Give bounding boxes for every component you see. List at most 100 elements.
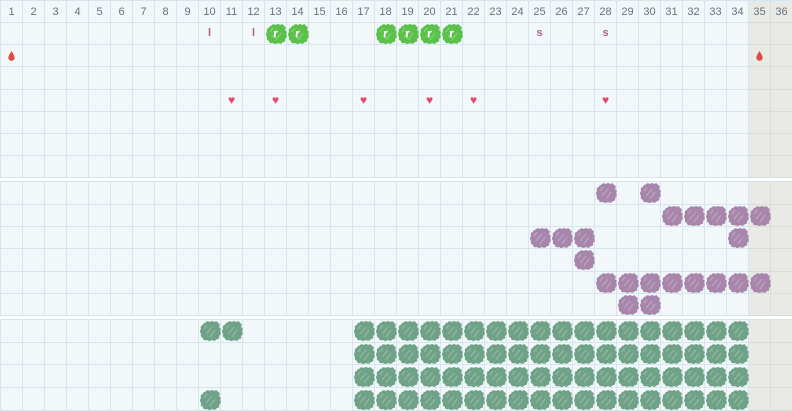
purple-row-3-day-cell[interactable] (551, 226, 573, 250)
purple-row-2-day-cell[interactable] (463, 204, 485, 227)
period-row-day-cell[interactable] (419, 45, 441, 68)
green-row-3-day-cell[interactable] (771, 365, 792, 389)
purple-row-1-day-cell[interactable] (529, 182, 551, 205)
spacer-row-2-day-cell[interactable] (441, 111, 463, 134)
purple-row-1-day-cell[interactable] (683, 182, 705, 205)
purple-row-4-day-cell[interactable] (617, 249, 639, 272)
events-row-day-cell[interactable] (683, 23, 705, 46)
events-row-day-cell[interactable] (771, 23, 792, 46)
purple-row-3-day-cell[interactable] (419, 226, 441, 250)
spacer-row-3-day-cell[interactable] (749, 133, 771, 157)
purple-row-5-day-cell[interactable] (243, 271, 265, 294)
events-row-day-cell[interactable] (727, 23, 749, 46)
events-row-day-cell[interactable] (573, 23, 595, 46)
green-row-2-day-cell[interactable] (155, 342, 177, 366)
green-row-3-day-cell[interactable] (23, 365, 45, 389)
period-row-day-cell[interactable] (67, 45, 89, 68)
purple-row-2-day-cell[interactable] (507, 204, 529, 227)
spacer-row-3-day-cell[interactable] (595, 133, 617, 157)
spacer-row-2-day-cell[interactable] (749, 111, 771, 134)
purple-row-1-day-cell[interactable] (661, 182, 683, 205)
hearts-row-day-cell[interactable] (155, 89, 177, 112)
green-row-4-day-cell[interactable] (89, 388, 111, 411)
hearts-row-day-cell[interactable] (45, 89, 67, 112)
green-row-3-day-cell[interactable] (485, 365, 507, 389)
events-row-day-cell[interactable] (23, 23, 45, 46)
green-row-2-day-cell[interactable] (309, 342, 331, 366)
green-row-4-day-cell[interactable] (375, 388, 397, 411)
spacer-row-4-day-cell[interactable] (771, 156, 792, 179)
green-row-4-day-cell[interactable] (507, 388, 529, 411)
green-row-2-day-cell[interactable] (705, 342, 727, 366)
purple-row-4-day-cell[interactable] (177, 249, 199, 272)
spacer-row-2-day-cell[interactable] (331, 111, 353, 134)
purple-row-2-day-cell[interactable] (683, 204, 705, 227)
purple-row-6-day-cell[interactable] (45, 293, 67, 317)
spacer-row-1-day-cell[interactable] (287, 67, 309, 90)
purple-row-4-day-cell[interactable] (265, 249, 287, 272)
spacer-row-2-day-cell[interactable] (353, 111, 375, 134)
purple-row-5-day-cell[interactable] (111, 271, 133, 294)
purple-row-4-day-cell[interactable] (287, 249, 309, 272)
purple-row-5-day-cell[interactable] (683, 271, 705, 294)
green-row-3-day-cell[interactable] (463, 365, 485, 389)
purple-row-6-day-cell[interactable] (595, 293, 617, 317)
green-row-4-day-cell[interactable] (397, 388, 419, 411)
spacer-row-3-day-cell[interactable] (353, 133, 375, 157)
purple-row-6-day-cell[interactable] (67, 293, 89, 317)
spacer-row-4-day-cell[interactable] (441, 156, 463, 179)
spacer-row-4-day-cell[interactable] (1, 156, 23, 179)
purple-row-6-day-cell[interactable] (353, 293, 375, 317)
spacer-row-2-day-cell[interactable] (243, 111, 265, 134)
events-row-day-cell[interactable]: r (397, 23, 419, 46)
purple-row-5-day-cell[interactable] (463, 271, 485, 294)
purple-row-3-day-cell[interactable] (705, 226, 727, 250)
purple-row-2-day-cell[interactable] (111, 204, 133, 227)
spacer-row-3-day-cell[interactable] (199, 133, 221, 157)
events-row-day-cell[interactable] (617, 23, 639, 46)
green-row-1-day-cell[interactable] (463, 320, 485, 343)
spacer-row-4-day-cell[interactable] (265, 156, 287, 179)
purple-row-1-day-cell[interactable] (1, 182, 23, 205)
purple-row-3-day-cell[interactable] (441, 226, 463, 250)
purple-row-3-day-cell[interactable] (573, 226, 595, 250)
purple-row-4-day-cell[interactable] (551, 249, 573, 272)
period-row-day-cell[interactable] (463, 45, 485, 68)
purple-row-6-day-cell[interactable] (749, 293, 771, 317)
spacer-row-4-day-cell[interactable] (419, 156, 441, 179)
events-row-day-cell[interactable] (639, 23, 661, 46)
spacer-row-3-day-cell[interactable] (661, 133, 683, 157)
purple-row-4-day-cell[interactable] (661, 249, 683, 272)
events-row-day-cell[interactable] (177, 23, 199, 46)
green-row-1-day-cell[interactable] (45, 320, 67, 343)
period-row-day-cell[interactable] (155, 45, 177, 68)
green-row-3-day-cell[interactable] (419, 365, 441, 389)
purple-row-6-day-cell[interactable] (617, 293, 639, 317)
green-row-2-day-cell[interactable] (111, 342, 133, 366)
green-row-2-day-cell[interactable] (199, 342, 221, 366)
spacer-row-2-day-cell[interactable] (177, 111, 199, 134)
spacer-row-3-day-cell[interactable] (309, 133, 331, 157)
purple-row-2-day-cell[interactable] (397, 204, 419, 227)
green-row-3-day-cell[interactable] (221, 365, 243, 389)
purple-row-5-day-cell[interactable] (133, 271, 155, 294)
green-row-4-day-cell[interactable] (221, 388, 243, 411)
spacer-row-4-day-cell[interactable] (133, 156, 155, 179)
hearts-row-day-cell[interactable] (529, 89, 551, 112)
purple-row-4-day-cell[interactable] (529, 249, 551, 272)
spacer-row-3-day-cell[interactable] (111, 133, 133, 157)
spacer-row-2-day-cell[interactable] (309, 111, 331, 134)
purple-row-2-day-cell[interactable] (419, 204, 441, 227)
spacer-row-2-day-cell[interactable] (771, 111, 792, 134)
green-row-4-day-cell[interactable] (265, 388, 287, 411)
events-row-day-cell[interactable] (89, 23, 111, 46)
purple-row-3-day-cell[interactable] (375, 226, 397, 250)
green-row-2-day-cell[interactable] (595, 342, 617, 366)
purple-row-5-day-cell[interactable] (441, 271, 463, 294)
purple-row-4-day-cell[interactable] (397, 249, 419, 272)
period-row-day-cell[interactable] (221, 45, 243, 68)
spacer-row-3-day-cell[interactable] (221, 133, 243, 157)
green-row-1-day-cell[interactable] (67, 320, 89, 343)
spacer-row-3-day-cell[interactable] (133, 133, 155, 157)
purple-row-3-day-cell[interactable] (683, 226, 705, 250)
